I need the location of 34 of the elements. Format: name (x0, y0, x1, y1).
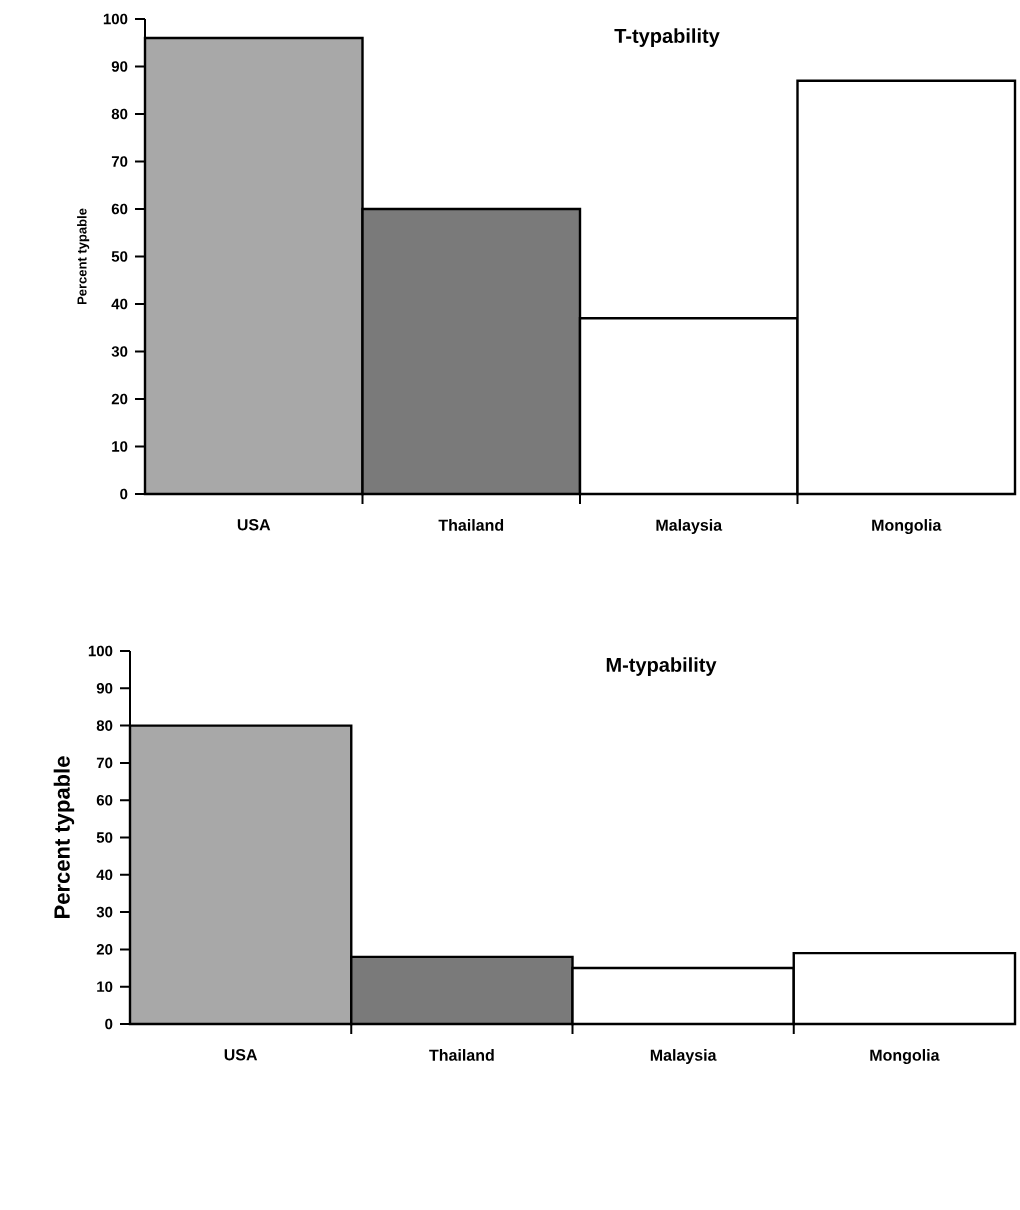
y-tick-label: 80 (111, 108, 128, 120)
y-tick-label: 60 (111, 203, 128, 215)
y-tick-label: 60 (96, 794, 113, 806)
x-tick-label: Malaysia (650, 1049, 717, 1064)
y-tick-label: 90 (111, 61, 128, 72)
y-tick-label: 30 (96, 906, 113, 918)
x-tick-label: Mongolia (872, 519, 942, 535)
y-tick-label: 10 (112, 441, 128, 452)
y-tick-label: 0 (120, 488, 128, 500)
chart-title: T-typability (614, 28, 720, 47)
y-tick-label: 20 (96, 944, 113, 955)
y-tick-label: 40 (96, 869, 113, 881)
x-tick-label: USA (237, 519, 271, 531)
y-tick-label: 80 (96, 720, 113, 731)
y-tick-label: 100 (103, 13, 128, 25)
y-tick-label: 70 (111, 156, 128, 167)
y-tick-label: 0 (105, 1018, 113, 1030)
x-tick-label: Thailand (429, 1049, 494, 1061)
y-tick-label: 50 (111, 251, 128, 262)
y-tick-label: 100 (88, 645, 113, 657)
y-tick-label: 20 (111, 393, 128, 405)
y-tick-label: 10 (97, 981, 113, 993)
x-tick-label: Thailand (438, 519, 504, 531)
y-tick-label: 40 (111, 298, 128, 310)
y-tick-label: 90 (96, 682, 113, 694)
x-tick-label: Mongolia (870, 1049, 940, 1065)
chart-title: M-typability (606, 657, 717, 676)
y-tick-label: 30 (111, 346, 128, 357)
x-tick-label: Malaysia (656, 519, 723, 534)
y-axis-title: Percent typable (53, 756, 75, 918)
y-tick-label: 50 (96, 832, 113, 843)
y-axis-title: Percent typable (77, 208, 90, 305)
x-tick-label: USA (224, 1049, 258, 1061)
y-tick-label: 70 (96, 757, 113, 769)
